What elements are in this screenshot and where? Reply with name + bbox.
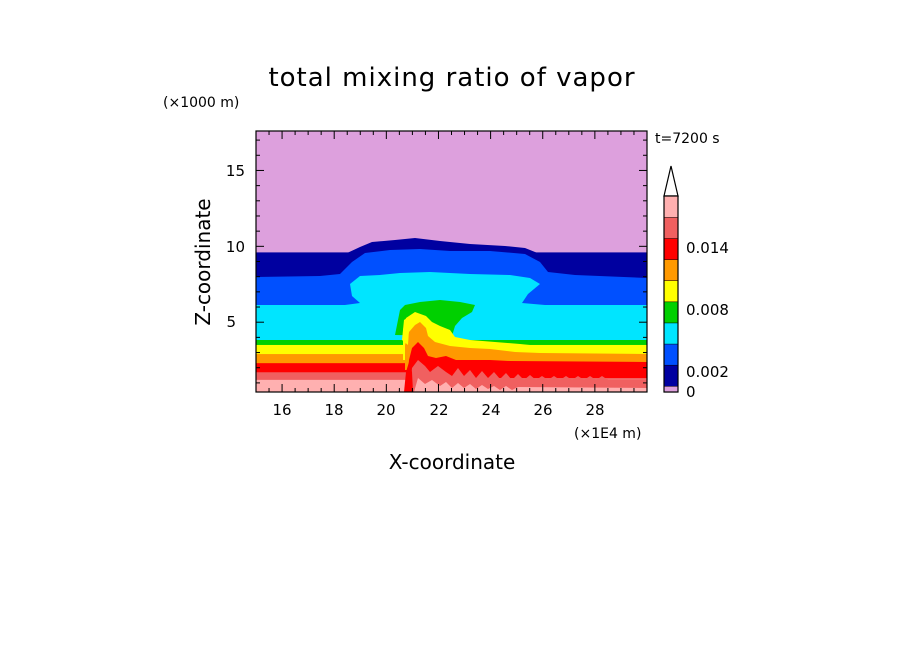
y-tick-label: 5 bbox=[226, 313, 236, 331]
x-unit-label: (×1E4 m) bbox=[574, 426, 641, 442]
chart-title: total mixing ratio of vapor bbox=[268, 63, 635, 93]
x-tick-label: 20 bbox=[376, 401, 395, 419]
contour-band-0 bbox=[256, 131, 647, 253]
colorbar-swatch-3 bbox=[663, 322, 679, 345]
colorbar-swatch-5 bbox=[663, 280, 679, 303]
time-label: t=7200 s bbox=[655, 131, 720, 147]
x-tick-label: 18 bbox=[324, 401, 343, 419]
colorbar-swatch-6 bbox=[663, 259, 679, 281]
colorbar-swatch-7 bbox=[663, 237, 679, 260]
cloud-plume bbox=[256, 238, 647, 392]
plume-column-orange bbox=[405, 322, 647, 392]
contour-field bbox=[256, 131, 647, 392]
colorbar-swatch-4 bbox=[663, 301, 679, 324]
colorbar-swatch-8 bbox=[663, 216, 679, 239]
colorbar: 0.014 0.008 0.002 0 bbox=[663, 165, 729, 401]
colorbar-label: 0.008 bbox=[686, 301, 729, 319]
x-tick-label: 28 bbox=[585, 401, 604, 419]
plume-base-pink bbox=[414, 378, 647, 392]
y-unit-label: (×1000 m) bbox=[163, 95, 239, 111]
y-tick-labels: 5 10 15 bbox=[226, 162, 245, 331]
x-tick-label: 24 bbox=[481, 401, 500, 419]
plume-updraft-stem-yellow bbox=[402, 318, 409, 345]
x-tick-label: 22 bbox=[429, 401, 448, 419]
colorbar-swatches bbox=[663, 195, 679, 393]
x-tick-labels: 16 18 20 22 24 26 28 bbox=[272, 401, 604, 419]
plume-updraft-stem bbox=[404, 362, 413, 392]
y-axis-label: Z-coordinate bbox=[191, 198, 215, 325]
axis-ticks bbox=[255, 131, 648, 392]
colorbar-label: 0.002 bbox=[686, 363, 729, 381]
y-tick-label: 10 bbox=[226, 238, 245, 256]
plume-column-yellow bbox=[403, 312, 647, 392]
colorbar-label: 0.014 bbox=[686, 239, 729, 257]
colorbar-extend-arrow bbox=[663, 165, 679, 197]
plume-column-red bbox=[407, 342, 647, 392]
colorbar-swatch-9 bbox=[663, 195, 679, 218]
colorbar-swatch-0 bbox=[663, 385, 679, 393]
y-tick-label: 15 bbox=[226, 162, 245, 180]
colorbar-swatch-1 bbox=[663, 364, 679, 387]
x-axis-label: X-coordinate bbox=[389, 450, 516, 474]
colorbar-frame bbox=[663, 195, 679, 393]
colorbar-swatch-2 bbox=[663, 343, 679, 366]
plume-wave-salmon bbox=[410, 360, 647, 392]
x-tick-label: 16 bbox=[272, 401, 291, 419]
x-tick-label: 26 bbox=[533, 401, 552, 419]
colorbar-label: 0 bbox=[686, 383, 696, 401]
